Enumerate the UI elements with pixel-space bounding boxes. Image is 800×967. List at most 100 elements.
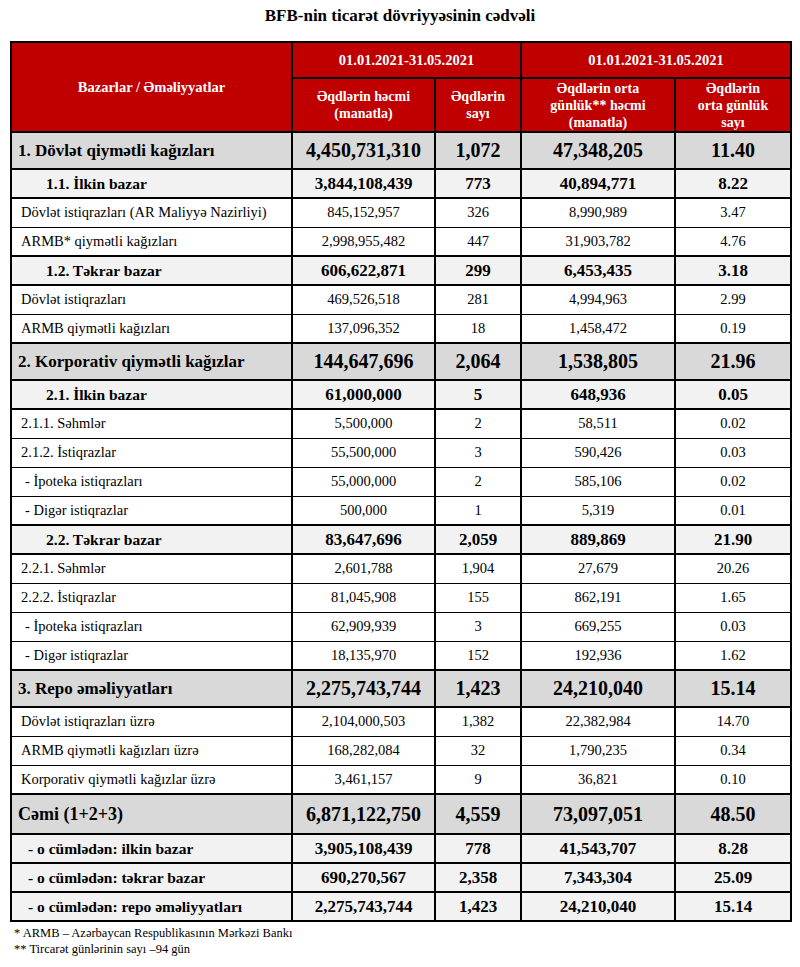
row-value: 155 [435,583,521,612]
table-row: - o cümlədən: ilkin bazar3,905,108,43977… [11,834,791,863]
row-value: 41,543,707 [521,834,675,863]
table-row: 1. Dövlət qiymətli kağızları4,450,731,31… [11,132,791,169]
row-value: 24,210,040 [521,892,675,921]
row-label: - Digər istiqrazlar [11,496,292,525]
row-value: 152 [435,641,521,670]
row-label: Dövlət istiqrazları (AR Maliyyə Nazirliy… [11,198,292,227]
row-label: - İpoteka istiqrazları [11,612,292,641]
row-value: 3.47 [675,198,791,227]
row-label: 2.2.2. İstiqrazlar [11,583,292,612]
table-row: Korporativ qiymətli kağızlar üzrə3,461,1… [11,765,791,794]
row-value: 326 [435,198,521,227]
row-value: 773 [435,169,521,198]
row-value: 15.14 [675,892,791,921]
row-value: 25.09 [675,863,791,892]
row-value: 55,500,000 [292,438,435,467]
row-value: 2,104,000,503 [292,707,435,736]
row-value: 21.90 [675,525,791,554]
row-value: 1,904 [435,554,521,583]
row-value: 61,000,000 [292,380,435,409]
row-value: 3,905,108,439 [292,834,435,863]
table-row: - o cümlədən: repo əməliyyatları2,275,74… [11,892,791,921]
row-value: 62,909,939 [292,612,435,641]
row-value: 6,453,435 [521,256,675,285]
row-value: 11.40 [675,132,791,169]
row-value: 2,998,955,482 [292,227,435,256]
page-title: BFB-nin ticarət dövriyyəsinin cədvəli [10,6,790,26]
row-value: 2,358 [435,863,521,892]
row-value: 9 [435,765,521,794]
row-label: - İpoteka istiqrazları [11,467,292,496]
row-value: 22,382,984 [521,707,675,736]
row-value: 14.70 [675,707,791,736]
table-row: Dövlət istiqrazları (AR Maliyyə Nazirliy… [11,198,791,227]
table-row: - İpoteka istiqrazları55,000,0002585,106… [11,467,791,496]
row-value: 32 [435,736,521,765]
row-value: 2,275,743,744 [292,892,435,921]
row-value: 1,538,805 [521,343,675,380]
row-value: 2,059 [435,525,521,554]
row-value: 2 [435,467,521,496]
row-value: 845,152,957 [292,198,435,227]
row-value: 18 [435,314,521,343]
table-row: 2.1.2. İstiqrazlar55,500,0003590,4260.03 [11,438,791,467]
row-value: 1,423 [435,670,521,707]
row-value: 3 [435,612,521,641]
row-value: 690,270,567 [292,863,435,892]
table-row: Dövlət istiqrazları üzrə2,104,000,5031,3… [11,707,791,736]
row-label: ARMB* qiymətli kağızları [11,227,292,256]
row-value: 1.65 [675,583,791,612]
row-value: 137,096,352 [292,314,435,343]
row-value: 144,647,696 [292,343,435,380]
row-value: 48.50 [675,794,791,834]
row-value: 606,622,871 [292,256,435,285]
row-value: 3,461,157 [292,765,435,794]
row-value: 8,990,989 [521,198,675,227]
table-row: Dövlət istiqrazları469,526,5182814,994,9… [11,285,791,314]
row-value: 669,255 [521,612,675,641]
row-label: 2.1.2. İstiqrazlar [11,438,292,467]
row-value: 1,423 [435,892,521,921]
row-value: 168,282,084 [292,736,435,765]
row-value: 2,275,743,744 [292,670,435,707]
row-label: 1.2. Təkrar bazar [11,256,292,285]
row-value: 40,894,771 [521,169,675,198]
row-label: 1. Dövlət qiymətli kağızları [11,132,292,169]
row-value: 1,072 [435,132,521,169]
row-value: 778 [435,834,521,863]
row-value: 862,191 [521,583,675,612]
row-value: 7,343,304 [521,863,675,892]
row-value: 15.14 [675,670,791,707]
table-row: - Digər istiqrazlar18,135,970152192,9361… [11,641,791,670]
page: BFB-nin ticarət dövriyyəsinin cədvəli Ba… [0,0,800,957]
row-label: Korporativ qiymətli kağızlar üzrə [11,765,292,794]
row-value: 0.05 [675,380,791,409]
row-label: Dövlət istiqrazları üzrə [11,707,292,736]
row-value: 8.22 [675,169,791,198]
row-value: 2,601,788 [292,554,435,583]
row-label: 2. Korporativ qiymətli kağızlar [11,343,292,380]
row-label: - o cümlədən: repo əməliyyatları [11,892,292,921]
table-row: 1.2. Təkrar bazar606,622,8712996,453,435… [11,256,791,285]
row-value: 47,348,205 [521,132,675,169]
row-value: 447 [435,227,521,256]
row-value: 58,511 [521,409,675,438]
row-value: 2.99 [675,285,791,314]
trade-turnover-table: Bazarlar / Əməliyyatlar 01.01.2021-31.05… [10,41,792,922]
header-volume: Əqdlərin həcmi (manatla) [292,78,435,132]
row-label: 1.1. İlkin bazar [11,169,292,198]
row-label: 2.1.1. Səhmlər [11,409,292,438]
row-label: ARMB qiymətli kağızları [11,314,292,343]
row-label: 2.2.1. Səhmlər [11,554,292,583]
row-value: 5,319 [521,496,675,525]
row-value: 2 [435,409,521,438]
row-value: 585,106 [521,467,675,496]
table-row: 3. Repo əməliyyatları2,275,743,7441,4232… [11,670,791,707]
row-value: 83,647,696 [292,525,435,554]
row-value: 8.28 [675,834,791,863]
row-value: 4,559 [435,794,521,834]
row-value: 20.26 [675,554,791,583]
footnote-days: ** Tircarət günlərinin sayı –94 gün [14,941,790,957]
footnotes: * ARMB – Azərbaycan Respublikasının Mərk… [14,925,790,957]
row-value: 648,936 [521,380,675,409]
